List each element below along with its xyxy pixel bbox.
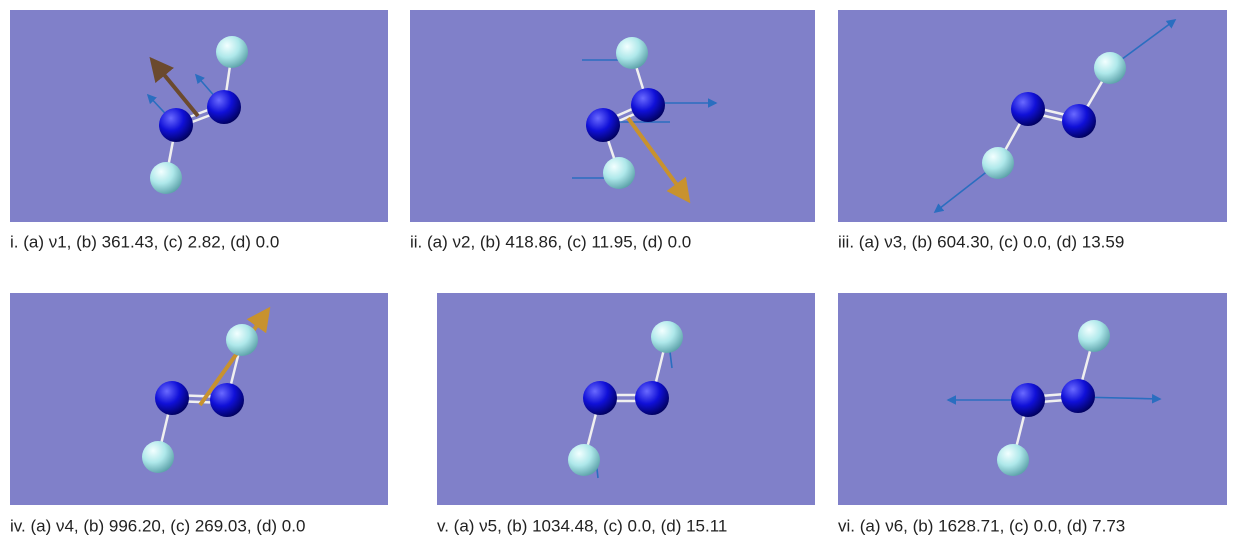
panel: iii. (a) ν3, (b) 604.30, (c) 0.0, (d) 13… — [838, 10, 1227, 251]
caption: vi. (a) ν6, (b) 1628.71, (c) 0.0, (d) 7.… — [838, 516, 1125, 535]
caption: iii. (a) ν3, (b) 604.30, (c) 0.0, (d) 13… — [838, 232, 1124, 251]
caption: i. (a) ν1, (b) 361.43, (c) 2.82, (d) 0.0 — [10, 232, 279, 251]
panel: i. (a) ν1, (b) 361.43, (c) 2.82, (d) 0.0 — [10, 10, 388, 251]
caption: iv. (a) ν4, (b) 996.20, (c) 269.03, (d) … — [10, 516, 305, 535]
figure: i. (a) ν1, (b) 361.43, (c) 2.82, (d) 0.0… — [0, 0, 1233, 544]
caption: v. (a) ν5, (b) 1034.48, (c) 0.0, (d) 15.… — [437, 516, 727, 535]
panel: ii. (a) ν2, (b) 418.86, (c) 11.95, (d) 0… — [410, 10, 815, 251]
caption: ii. (a) ν2, (b) 418.86, (c) 11.95, (d) 0… — [410, 232, 691, 251]
panel: vi. (a) ν6, (b) 1628.71, (c) 0.0, (d) 7.… — [838, 293, 1227, 535]
panel: iv. (a) ν4, (b) 996.20, (c) 269.03, (d) … — [10, 293, 388, 535]
panel: v. (a) ν5, (b) 1034.48, (c) 0.0, (d) 15.… — [437, 293, 815, 535]
